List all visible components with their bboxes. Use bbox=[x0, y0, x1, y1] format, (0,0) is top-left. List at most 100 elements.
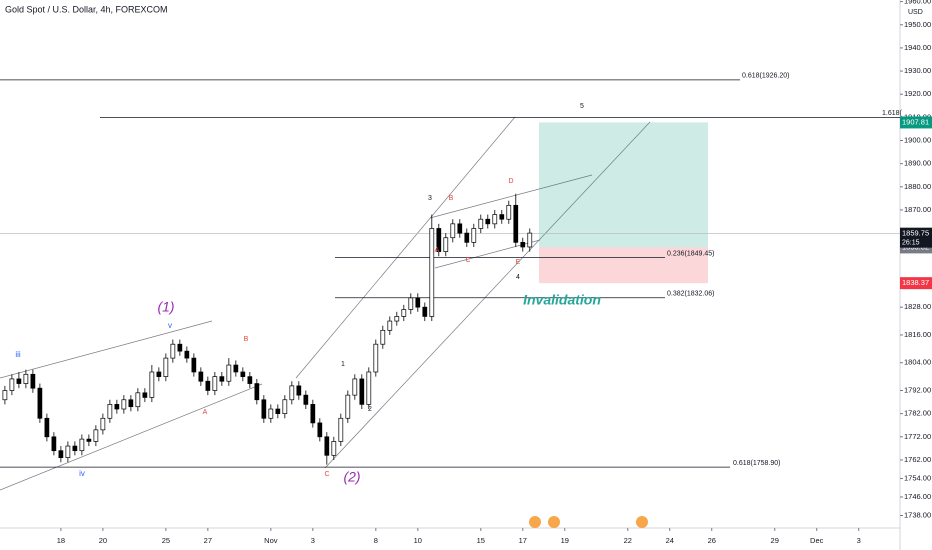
annotation: C bbox=[465, 257, 470, 264]
x-tick-label: 25 bbox=[162, 536, 170, 545]
price-label: 1907.81 bbox=[902, 117, 929, 126]
candle-body bbox=[198, 371, 204, 382]
candle-body bbox=[100, 417, 106, 431]
target-zone bbox=[539, 122, 708, 248]
candle-body bbox=[373, 343, 379, 373]
candle-body bbox=[170, 343, 176, 359]
y-tick-label: 1754.00 bbox=[904, 473, 931, 482]
candle-body bbox=[345, 394, 351, 419]
candle-body bbox=[443, 237, 449, 252]
annotation: Invalidation bbox=[523, 292, 601, 308]
y-tick-label: 1738.00 bbox=[904, 510, 931, 519]
candle-body bbox=[142, 392, 148, 398]
chart-title: Gold Spot / U.S. Dollar, 4h, FOREXCOM bbox=[5, 4, 168, 14]
y-tick-label: 1950.00 bbox=[904, 20, 931, 29]
candle-body bbox=[471, 228, 477, 243]
candle-body bbox=[492, 214, 498, 225]
candle-body bbox=[408, 297, 414, 310]
channel-line bbox=[0, 383, 263, 491]
event-icon bbox=[636, 516, 648, 528]
candle-body bbox=[478, 218, 484, 229]
candle-body bbox=[520, 242, 526, 248]
fib-label: 0.236(1849.45) bbox=[667, 250, 714, 257]
candle-body bbox=[268, 408, 274, 419]
x-tick-label: 10 bbox=[414, 536, 422, 545]
price-label: 1859.75 bbox=[902, 229, 929, 238]
fib-label: 0.618(1926.20) bbox=[742, 73, 789, 80]
y-tick-label: 1804.00 bbox=[904, 358, 931, 367]
candle-body bbox=[247, 376, 253, 384]
candles bbox=[2, 193, 533, 465]
candle-body bbox=[16, 378, 22, 384]
x-tick-label: Dec bbox=[810, 536, 824, 545]
y-tick-label: 1746.00 bbox=[904, 492, 931, 501]
event-icons bbox=[529, 516, 648, 528]
candle-body bbox=[205, 380, 211, 391]
y-tick-label: 1816.00 bbox=[904, 330, 931, 339]
currency: USD bbox=[908, 9, 923, 16]
y-tick-label: 1920.00 bbox=[904, 89, 931, 98]
candle-body bbox=[184, 350, 190, 359]
candle-body bbox=[317, 422, 323, 438]
candle-body bbox=[450, 223, 456, 239]
candle-body bbox=[163, 357, 169, 377]
y-tick-label: 1762.00 bbox=[904, 455, 931, 464]
candle-body bbox=[254, 383, 260, 401]
candle-body bbox=[429, 228, 435, 317]
x-tick-label: 27 bbox=[204, 536, 212, 545]
x-tick-label: 26 bbox=[708, 536, 716, 545]
candle-body bbox=[499, 214, 505, 220]
x-tick-label: 3 bbox=[311, 536, 315, 545]
annotation: v bbox=[168, 321, 172, 330]
x-tick-label: 17 bbox=[519, 536, 527, 545]
candle-body bbox=[380, 329, 386, 345]
candle-body bbox=[156, 371, 162, 377]
y-tick-label: 1828.00 bbox=[904, 302, 931, 311]
fib-label: 0.382(1832.06) bbox=[667, 291, 714, 298]
candle-body bbox=[352, 378, 358, 396]
x-tick-label: Nov bbox=[264, 536, 278, 545]
candle-body bbox=[331, 441, 337, 456]
candle-body bbox=[212, 376, 218, 391]
candle-body bbox=[58, 450, 64, 458]
fib-label: 0.618(1758.90) bbox=[733, 460, 780, 467]
x-tick-label: 29 bbox=[771, 536, 779, 545]
annotation: iv bbox=[79, 469, 85, 478]
candle-body bbox=[128, 399, 134, 408]
fib-label: 1.618( bbox=[882, 110, 903, 117]
y-tick-label: 1960.00 bbox=[904, 0, 931, 6]
candle-body bbox=[9, 378, 15, 391]
candle-body bbox=[436, 228, 442, 252]
y-tick-label: 1792.00 bbox=[904, 385, 931, 394]
annotation: E bbox=[516, 259, 521, 266]
candle-body bbox=[233, 364, 239, 373]
candle-body bbox=[457, 223, 463, 234]
annotation: (1) bbox=[157, 299, 174, 315]
price-label-box bbox=[900, 116, 932, 129]
x-tick-label: 20 bbox=[99, 536, 107, 545]
candle-body bbox=[72, 445, 78, 452]
event-icon bbox=[529, 516, 541, 528]
candle-body bbox=[422, 306, 428, 317]
price-label-box bbox=[900, 227, 932, 248]
y-tick-label: 1880.00 bbox=[904, 182, 931, 191]
annotation: 4 bbox=[516, 274, 520, 281]
candle-body bbox=[366, 371, 372, 405]
candle-body bbox=[359, 378, 365, 405]
price-label: 1838.37 bbox=[902, 278, 929, 287]
candle-body bbox=[240, 371, 246, 377]
candle-body bbox=[485, 218, 491, 225]
candle-body bbox=[310, 404, 316, 424]
event-icon bbox=[548, 516, 560, 528]
candle-body bbox=[296, 385, 302, 396]
x-tick-label: 3 bbox=[857, 536, 861, 545]
candle-body bbox=[464, 232, 470, 243]
candle-body bbox=[275, 408, 281, 415]
x-tick-label: 18 bbox=[57, 536, 65, 545]
price-label-box bbox=[900, 277, 932, 290]
candle-body bbox=[135, 392, 141, 408]
y-tick-label: 1890.00 bbox=[904, 159, 931, 168]
channel-line bbox=[0, 320, 213, 379]
